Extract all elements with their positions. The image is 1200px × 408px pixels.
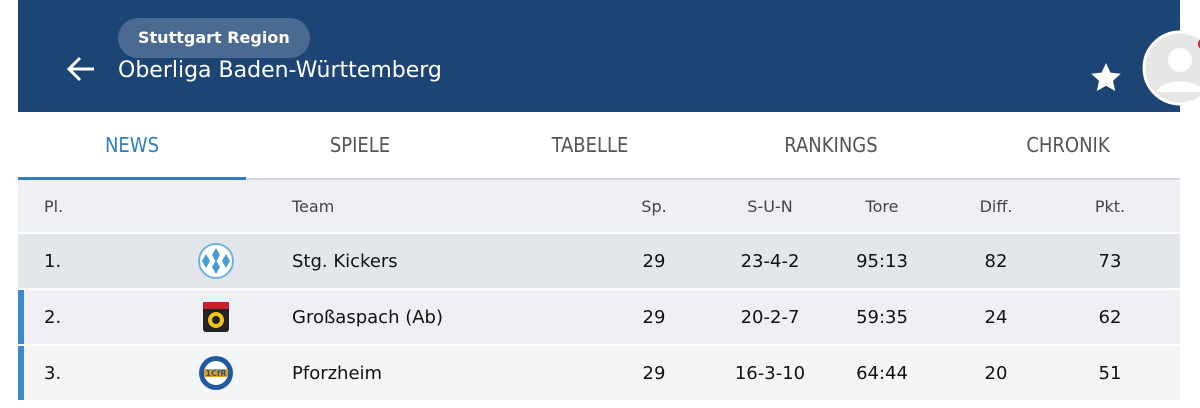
tab[interactable]: NEWS bbox=[18, 112, 246, 180]
table-cell: 23-4-2 bbox=[740, 250, 800, 272]
table-cell: 62 bbox=[1098, 306, 1122, 328]
table-row[interactable]: 1. Stg. Kickers 29 23-4-2 95:13 82 73 bbox=[18, 234, 1180, 288]
table-cell: 3. bbox=[44, 362, 62, 384]
svg-text:1CfR: 1CfR bbox=[205, 369, 226, 378]
table-cell: 1. bbox=[44, 250, 62, 272]
user-avatar[interactable] bbox=[1142, 30, 1200, 106]
column-header: Sp. bbox=[641, 196, 667, 216]
table-row[interactable]: 2. Großaspach (Ab) 29 20-2-7 59:35 24 62 bbox=[18, 290, 1180, 344]
team-logo bbox=[203, 302, 229, 332]
table-header: Pl. Team Sp. S-U-N Tore Diff. Pkt. bbox=[18, 180, 1180, 232]
header: Stuttgart Region Oberliga Baden-Württemb… bbox=[18, 0, 1200, 112]
favorite-star[interactable] bbox=[1088, 60, 1124, 96]
column-header: Team bbox=[292, 196, 335, 216]
table-cell: Großaspach (Ab) bbox=[292, 306, 443, 328]
table-cell: 95:13 bbox=[856, 250, 908, 272]
table-cell: Stg. Kickers bbox=[292, 250, 398, 272]
table-cell: 20 bbox=[984, 362, 1008, 384]
league-title: Oberliga Baden-Württemberg bbox=[118, 58, 442, 83]
tab[interactable]: RANKINGS bbox=[784, 133, 878, 157]
table-cell: 82 bbox=[984, 250, 1008, 272]
standings-table: Pl. Team Sp. S-U-N Tore Diff. Pkt. 1. Stg. Kicke… bbox=[18, 180, 1180, 402]
table-cell: 2. bbox=[44, 306, 62, 328]
tab[interactable]: SPIELE bbox=[329, 133, 391, 157]
table-cell: 59:35 bbox=[856, 306, 908, 328]
team-logo: 1CfR bbox=[199, 356, 233, 390]
table-cell: 16-3-10 bbox=[734, 362, 806, 384]
table-cell: 64:44 bbox=[856, 362, 908, 384]
table-cell: 24 bbox=[984, 306, 1008, 328]
table-cell: Pforzheim bbox=[292, 362, 383, 384]
table-row[interactable]: 1CfR 3. Pforzheim 29 16-3-10 64:44 20 51 bbox=[18, 346, 1180, 400]
team-logo bbox=[198, 243, 234, 279]
region-badge[interactable]: Stuttgart Region bbox=[118, 18, 310, 58]
column-header: S-U-N bbox=[747, 196, 793, 216]
column-header: Diff. bbox=[979, 196, 1013, 216]
column-header: Pl. bbox=[44, 196, 64, 216]
tab[interactable]: TABELLE bbox=[551, 133, 629, 157]
column-header: Tore bbox=[865, 196, 899, 216]
table-cell: 29 bbox=[642, 306, 666, 328]
column-header: Pkt. bbox=[1094, 196, 1126, 216]
table-cell: 29 bbox=[642, 250, 666, 272]
table-cell: 51 bbox=[1098, 362, 1122, 384]
back-button[interactable] bbox=[64, 52, 98, 86]
table-cell: 20-2-7 bbox=[740, 306, 800, 328]
tab[interactable]: CHRONIK bbox=[1026, 133, 1110, 157]
tab-bar: NEWS SPIELE TABELLE RANKINGS CHRONIK bbox=[18, 112, 1180, 180]
table-cell: 73 bbox=[1098, 250, 1122, 272]
table-cell: 29 bbox=[642, 362, 666, 384]
